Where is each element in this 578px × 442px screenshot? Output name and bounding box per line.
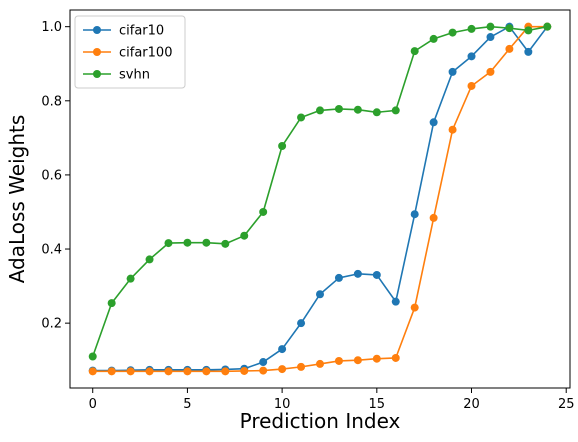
- x-axis-label: Prediction Index: [240, 409, 401, 433]
- data-point-cifar100: [240, 366, 249, 375]
- data-point-cifar10: [429, 118, 438, 127]
- plot-layer: [88, 22, 552, 376]
- data-point-cifar100: [107, 367, 116, 376]
- data-point-cifar100: [316, 359, 324, 368]
- data-point-svhn: [467, 24, 476, 33]
- data-point-cifar100: [221, 367, 230, 376]
- data-point-cifar100: [505, 44, 514, 53]
- data-point-cifar10: [524, 47, 533, 56]
- data-point-svhn: [429, 34, 438, 43]
- data-point-cifar100: [353, 356, 362, 365]
- data-point-cifar100: [372, 354, 381, 363]
- data-point-svhn: [316, 106, 324, 115]
- data-point-cifar10: [297, 319, 306, 328]
- data-point-cifar100: [448, 125, 457, 134]
- data-point-svhn: [524, 26, 533, 35]
- data-point-cifar100: [391, 353, 400, 362]
- data-point-svhn: [486, 22, 495, 31]
- data-point-svhn: [391, 106, 400, 115]
- data-point-cifar100: [429, 213, 438, 222]
- data-point-svhn: [164, 239, 173, 248]
- x-tick-label: 20: [463, 397, 480, 412]
- x-tick-label: 25: [558, 397, 575, 412]
- data-point-cifar100: [126, 367, 135, 376]
- legend-swatch-marker: [93, 26, 101, 34]
- data-point-cifar10: [353, 269, 362, 278]
- legend-swatch-marker: [93, 70, 101, 78]
- data-point-cifar10: [372, 270, 381, 279]
- legend-box: [74, 15, 186, 89]
- data-point-cifar100: [88, 367, 97, 376]
- data-point-svhn: [353, 105, 362, 114]
- data-point-cifar10: [448, 67, 457, 76]
- data-point-cifar10: [486, 33, 495, 42]
- data-point-cifar100: [297, 362, 306, 371]
- data-point-cifar100: [278, 365, 287, 374]
- data-point-cifar100: [467, 81, 476, 90]
- data-point-cifar10: [467, 52, 476, 61]
- data-point-cifar100: [486, 67, 495, 76]
- data-point-cifar10: [334, 273, 343, 282]
- y-tick-label: 0.8: [41, 94, 62, 109]
- y-tick-label: 0.2: [41, 317, 62, 332]
- legend-label: cifar100: [119, 46, 172, 61]
- legend: cifar10 cifar100 svhn: [74, 15, 186, 89]
- x-tick-label: 5: [183, 397, 191, 412]
- data-point-cifar100: [202, 367, 211, 376]
- data-point-cifar100: [183, 367, 192, 376]
- data-point-svhn: [505, 24, 514, 33]
- legend-label: cifar10: [119, 24, 164, 39]
- x-tick-label: 0: [89, 397, 97, 412]
- data-point-cifar10: [410, 210, 419, 219]
- data-point-cifar10: [316, 290, 324, 299]
- data-point-svhn: [259, 207, 268, 216]
- series-svhn: [88, 22, 552, 361]
- data-point-svhn: [372, 108, 381, 117]
- data-point-svhn: [278, 142, 287, 151]
- data-point-svhn: [297, 113, 306, 122]
- y-tick-label: 0.4: [41, 243, 62, 258]
- data-point-svhn: [410, 47, 419, 56]
- data-point-cifar10: [259, 358, 268, 367]
- plot-area-frame: [69, 9, 571, 389]
- y-axis-label: AdaLoss Weights: [5, 115, 29, 284]
- y-tick-label: 1.0: [41, 20, 62, 35]
- x-tick-label: 10: [274, 397, 291, 412]
- legend-label: svhn: [119, 68, 150, 83]
- data-point-svhn: [543, 22, 552, 31]
- legend-swatch-marker: [93, 48, 101, 56]
- data-point-svhn: [126, 274, 135, 283]
- data-point-cifar100: [410, 303, 419, 312]
- data-point-svhn: [183, 238, 192, 247]
- data-point-svhn: [107, 299, 116, 308]
- data-point-svhn: [240, 231, 249, 240]
- x-tick-label: 15: [369, 397, 386, 412]
- data-point-cifar10: [278, 345, 287, 354]
- data-point-svhn: [88, 352, 97, 361]
- data-point-svhn: [221, 239, 230, 248]
- data-point-cifar100: [164, 367, 173, 376]
- data-point-cifar100: [145, 367, 154, 376]
- data-point-svhn: [202, 238, 211, 247]
- data-point-cifar100: [334, 356, 343, 365]
- data-point-svhn: [448, 28, 457, 37]
- ticks-layer: 0 5 10 15 20 25 0.2 0.4 0.6 0.8 1.0: [41, 20, 574, 412]
- data-point-cifar100: [259, 366, 268, 375]
- data-point-svhn: [334, 104, 343, 113]
- data-point-svhn: [145, 255, 154, 264]
- data-point-cifar10: [391, 297, 400, 306]
- y-tick-label: 0.6: [41, 168, 62, 183]
